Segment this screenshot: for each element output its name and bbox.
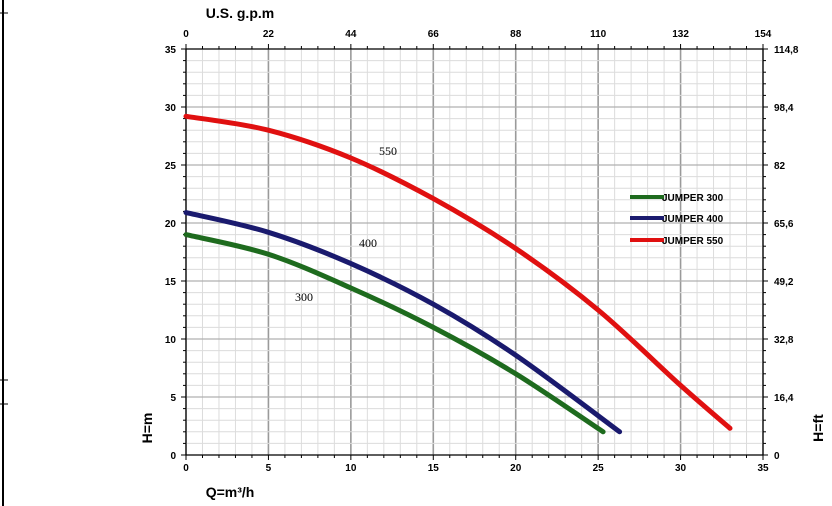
bottom-tick-label: 10 bbox=[345, 463, 357, 474]
plot-frame bbox=[185, 48, 764, 456]
curve-400 bbox=[183, 210, 623, 435]
top-tick-label: 22 bbox=[263, 29, 275, 40]
legend: JUMPER 300 JUMPER 400 JUMPER 550 bbox=[630, 193, 724, 247]
right-tick-label: 49,2 bbox=[774, 277, 794, 288]
bottom-tick-label: 25 bbox=[593, 463, 605, 474]
top-tick-label: 44 bbox=[345, 29, 357, 40]
curve-label-400: 400 bbox=[359, 236, 377, 250]
top-tick-label: 66 bbox=[428, 29, 440, 40]
curve-300 bbox=[183, 232, 606, 435]
series-curves bbox=[183, 113, 733, 435]
left-tick-label: 15 bbox=[165, 277, 177, 288]
right-axis-title: H=ft bbox=[810, 414, 826, 442]
bottom-tick-label: 35 bbox=[757, 463, 769, 474]
right-tick-label: 98,4 bbox=[774, 103, 794, 114]
left-tick-label: 35 bbox=[165, 45, 177, 56]
tick-labels: 0 5 10 15 20 25 30 35 0 22 44 66 88 110 132 154 0 5 10 15 20… bbox=[165, 29, 799, 474]
bottom-tick-label: 5 bbox=[266, 463, 272, 474]
legend-label-jumper-400: JUMPER 400 bbox=[662, 214, 724, 225]
left-tick-label: 10 bbox=[165, 335, 177, 346]
right-tick-label: 32,8 bbox=[774, 335, 794, 346]
right-tick-label: 65,6 bbox=[774, 219, 794, 230]
left-tick-label: 0 bbox=[170, 451, 176, 462]
bottom-tick-label: 15 bbox=[428, 463, 440, 474]
left-tick-label: 30 bbox=[165, 103, 177, 114]
top-axis-title: U.S. g.p.m bbox=[206, 5, 274, 21]
top-tick-label: 0 bbox=[183, 29, 189, 40]
left-axis-title: H=m bbox=[139, 413, 155, 444]
grid-lines bbox=[185, 48, 764, 456]
top-tick-label: 132 bbox=[672, 29, 689, 40]
left-tick-label: 20 bbox=[165, 219, 177, 230]
right-tick-label: 82 bbox=[774, 161, 786, 172]
axis-ticks bbox=[181, 44, 768, 460]
legend-label-jumper-550: JUMPER 550 bbox=[662, 236, 724, 247]
right-tick-label: 0 bbox=[774, 451, 780, 462]
curve-label-550: 550 bbox=[379, 144, 397, 158]
right-tick-label: 114,8 bbox=[774, 45, 799, 56]
bottom-tick-label: 20 bbox=[510, 463, 522, 474]
right-tick-label: 16,4 bbox=[774, 393, 794, 404]
bottom-axis-title: Q=m³/h bbox=[206, 484, 255, 500]
bottom-tick-label: 0 bbox=[183, 463, 189, 474]
bottom-tick-label: 30 bbox=[675, 463, 687, 474]
top-tick-label: 110 bbox=[590, 29, 607, 40]
left-tick-label: 25 bbox=[165, 161, 177, 172]
left-tick-label: 5 bbox=[170, 393, 176, 404]
curve-label-300: 300 bbox=[295, 290, 313, 304]
legend-label-jumper-300: JUMPER 300 bbox=[662, 193, 724, 204]
top-tick-label: 88 bbox=[510, 29, 522, 40]
curve-550 bbox=[183, 113, 733, 431]
top-tick-label: 154 bbox=[755, 29, 772, 40]
